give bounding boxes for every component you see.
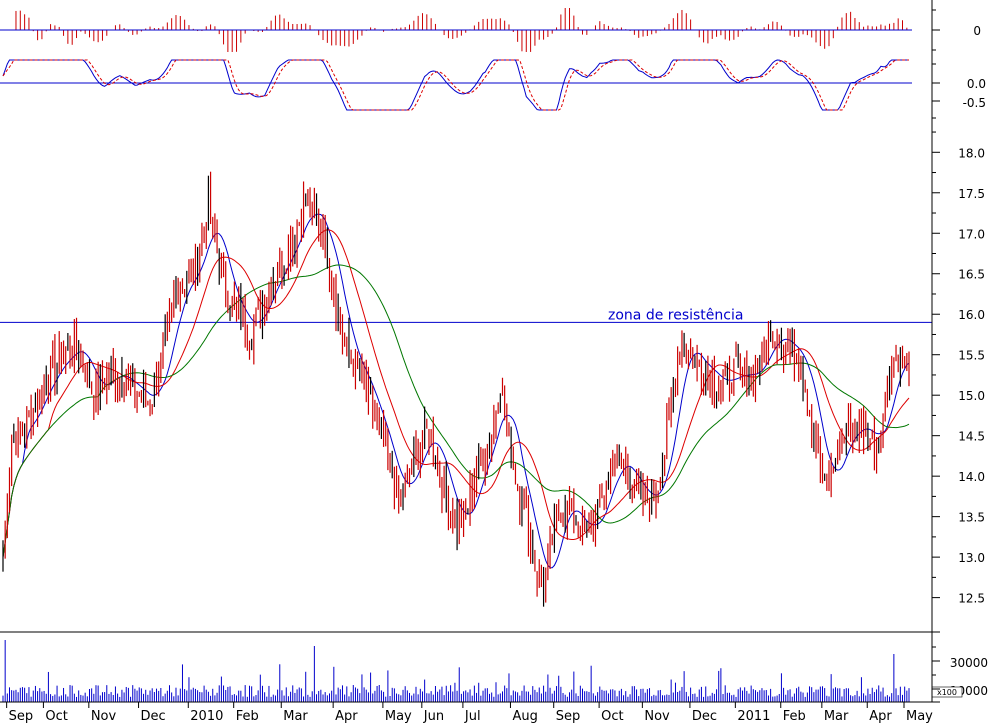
macd-panel: 0.0 -0.5 [0, 59, 986, 111]
right-axis-ticks [932, 9, 940, 690]
date-axis: Sep Oct Nov Dec 2010 Feb Mar Apr May Jun Jul Aug Sep… [6, 702, 933, 723]
x-label-3: Dec [141, 709, 166, 723]
macd-tick-label-neg: -0.5 [963, 96, 986, 110]
x-label-18: Mar [824, 709, 849, 723]
price-tick-label-3: 14.0 [958, 470, 985, 484]
price-tick-label-6: 15.5 [958, 349, 985, 363]
price-tick-label-8: 16.5 [958, 268, 985, 282]
price-tick-label-0: 12.5 [958, 592, 985, 606]
volume-panel: 30000 10000 x100 [2, 640, 988, 702]
signal-line [2, 59, 909, 111]
price-tick-label-7: 16.0 [958, 308, 985, 322]
macd-histogram-bars [15, 8, 908, 52]
x-label-14: Nov [644, 709, 670, 723]
x-label-13: Oct [601, 709, 623, 723]
histogram-zero-label: 0 [973, 24, 981, 38]
price-tick-labels: 12.5 13.0 13.5 14.0 14.5 15.0 15.5 16.0 16.5 17.0… [958, 146, 985, 605]
x-label-4: 2010 [190, 709, 223, 723]
price-tick-label-11: 18.0 [958, 146, 985, 160]
price-candles [2, 171, 910, 607]
histogram-panel: 0 [0, 8, 981, 52]
x-label-9: Jun [423, 709, 444, 723]
price-tick-label-2: 13.5 [958, 511, 985, 525]
x-label-15: Dec [692, 709, 717, 723]
x-label-12: Sep [556, 709, 581, 723]
x-label-6: Mar [283, 709, 308, 723]
macd-tick-label-0: 0.0 [967, 77, 986, 91]
volume-bars [2, 640, 910, 702]
x-label-10: Jul [464, 709, 481, 723]
x-label-0: Sep [9, 709, 34, 723]
x-label-7: Apr [335, 709, 358, 723]
price-tick-label-5: 15.0 [958, 389, 985, 403]
x-label-1: Oct [45, 709, 67, 723]
price-tick-label-9: 17.0 [958, 227, 985, 241]
x-label-2: Nov [91, 709, 117, 723]
x-label-19: Apr [869, 709, 892, 723]
volume-multiplier-label: x100 [937, 688, 957, 697]
price-panel: zona de resistência 12.5 13.0 13.5 14.0 14.5… [0, 146, 985, 607]
moving-average-green [2, 264, 910, 558]
x-label-16: 2011 [737, 709, 770, 723]
x-label-17: Feb [783, 709, 806, 723]
x-label-5: Feb [236, 709, 259, 723]
price-tick-label-10: 17.5 [958, 187, 985, 201]
price-tick-label-4: 14.5 [958, 430, 985, 444]
price-tick-label-1: 13.0 [958, 551, 985, 565]
volume-tick-30000: 30000 [950, 656, 988, 670]
x-label-20: May [906, 709, 933, 723]
moving-average-blue [2, 213, 910, 569]
x-label-11: Aug [512, 709, 537, 723]
x-label-8: May [385, 709, 412, 723]
resistance-annotation: zona de resistência [608, 307, 743, 323]
